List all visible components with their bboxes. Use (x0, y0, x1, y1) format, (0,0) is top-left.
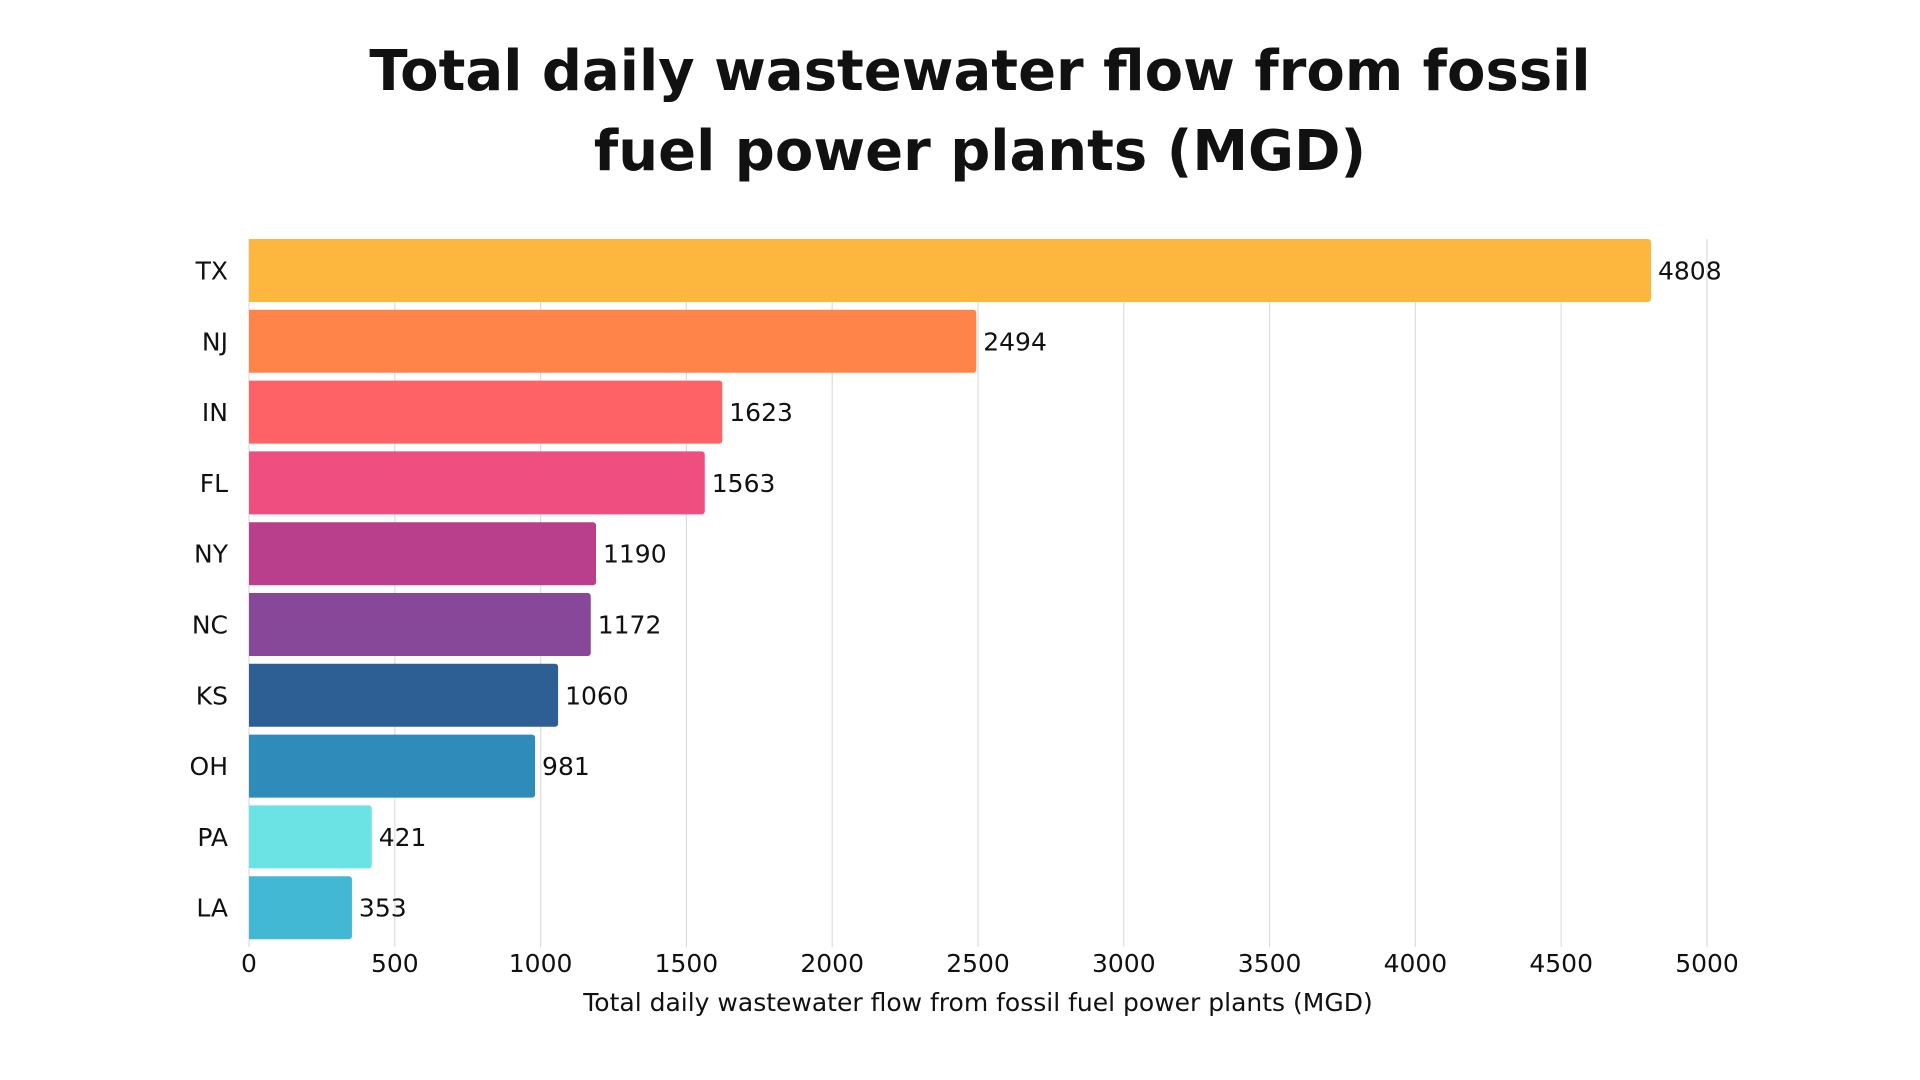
x-tick-label: 3000 (1092, 949, 1156, 978)
data-label: 4808 (1658, 257, 1722, 286)
y-tick-label: NC (192, 611, 228, 640)
bar-nj (249, 309, 977, 373)
data-label: 1060 (565, 681, 629, 710)
data-label: 1623 (729, 398, 793, 427)
y-tick-label: FL (200, 469, 228, 498)
labels: 0 500 1000 1500 2000 2500 3000 3500 4000 4500 5000… (190, 257, 1739, 979)
data-label: 1563 (712, 469, 776, 498)
y-tick-label: IN (202, 398, 228, 427)
x-tick-label: 0 (241, 949, 257, 978)
bar-in (249, 380, 723, 444)
x-tick-label: 4500 (1529, 949, 1593, 978)
y-tick-label: LA (196, 894, 228, 923)
bar-pa (249, 805, 372, 869)
data-label: 2494 (983, 327, 1047, 356)
bar-ks (249, 663, 559, 727)
bar-la (249, 876, 352, 940)
y-tick-label: OH (190, 752, 228, 781)
x-tick-label: 2000 (800, 949, 864, 978)
y-tick-label: TX (195, 257, 228, 286)
x-tick-label: 4000 (1384, 949, 1448, 978)
data-label: 1190 (603, 540, 667, 569)
y-tick-label: KS (196, 681, 228, 710)
x-tick-label: 3500 (1238, 949, 1302, 978)
x-tick-label: 2500 (946, 949, 1010, 978)
chart-title-line-1: Total daily wastewater flow from fossil (369, 39, 1591, 104)
y-tick-label: NJ (202, 327, 228, 356)
x-axis-label: Total daily wastewater flow from fossil … (582, 988, 1372, 1017)
data-label: 981 (542, 752, 590, 781)
bars (248, 239, 1652, 940)
y-tick-label: PA (197, 823, 228, 852)
bar-ny (249, 522, 597, 586)
x-tick-label: 1000 (509, 949, 573, 978)
bar-nc (249, 593, 591, 656)
x-tick-label: 500 (371, 949, 419, 978)
chart-title: Total daily wastewater flow from fossil … (0, 32, 1920, 192)
x-tick-label: 1500 (655, 949, 719, 978)
data-label: 1172 (598, 611, 662, 640)
x-tick-label: 5000 (1675, 949, 1739, 978)
chart-title-line-2: fuel power plants (MGD) (593, 119, 1367, 184)
bar-fl (249, 451, 705, 515)
y-tick-label: NY (194, 540, 229, 569)
bar-oh (248, 734, 536, 798)
data-label: 353 (359, 894, 407, 923)
bar-tx (249, 239, 1652, 302)
data-label: 421 (379, 823, 427, 852)
